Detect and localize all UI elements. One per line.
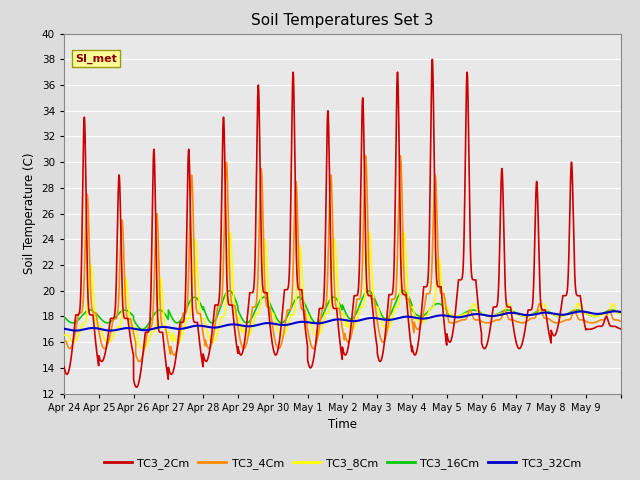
TC3_8Cm <box>175 338 183 344</box>
TC3_4Cm <box>362 153 369 158</box>
TC3_32Cm <box>364 316 371 322</box>
Line: TC3_16Cm: TC3_16Cm <box>64 291 621 329</box>
TC3_16Cm <box>523 313 531 319</box>
TC3_2Cm <box>617 326 625 332</box>
TC3_2Cm <box>428 57 436 62</box>
TC3_32Cm <box>175 326 183 332</box>
Line: TC3_8Cm: TC3_8Cm <box>64 233 621 348</box>
TC3_32Cm <box>523 312 531 318</box>
Legend: TC3_2Cm, TC3_4Cm, TC3_8Cm, TC3_16Cm, TC3_32Cm: TC3_2Cm, TC3_4Cm, TC3_8Cm, TC3_16Cm, TC3… <box>99 453 586 473</box>
TC3_4Cm <box>60 338 68 344</box>
X-axis label: Time: Time <box>328 418 357 431</box>
TC3_2Cm <box>175 324 183 330</box>
TC3_4Cm <box>175 335 183 340</box>
TC3_32Cm <box>495 312 503 318</box>
TC3_4Cm <box>617 318 625 324</box>
TC3_32Cm <box>537 310 545 316</box>
TC3_2Cm <box>495 263 503 268</box>
TC3_8Cm <box>537 305 545 311</box>
TC3_4Cm <box>136 359 143 364</box>
TC3_4Cm <box>523 319 531 324</box>
TC3_32Cm <box>611 309 619 314</box>
Text: SI_met: SI_met <box>75 53 117 64</box>
TC3_32Cm <box>72 328 79 334</box>
TC3_8Cm <box>226 230 234 236</box>
TC3_2Cm <box>523 317 531 323</box>
TC3_16Cm <box>175 319 183 324</box>
Y-axis label: Soil Temperature (C): Soil Temperature (C) <box>23 153 36 275</box>
TC3_16Cm <box>537 307 545 313</box>
TC3_8Cm <box>495 311 503 317</box>
TC3_8Cm <box>617 311 625 316</box>
TC3_32Cm <box>60 326 68 332</box>
TC3_4Cm <box>537 304 545 310</box>
TC3_2Cm <box>537 302 545 308</box>
TC3_8Cm <box>393 304 401 310</box>
TC3_2Cm <box>364 287 371 292</box>
Line: TC3_2Cm: TC3_2Cm <box>64 60 621 387</box>
TC3_16Cm <box>393 296 401 302</box>
Line: TC3_4Cm: TC3_4Cm <box>64 156 621 361</box>
Title: Soil Temperatures Set 3: Soil Temperatures Set 3 <box>251 13 434 28</box>
TC3_8Cm <box>364 255 371 261</box>
TC3_16Cm <box>60 313 68 319</box>
TC3_8Cm <box>523 313 531 319</box>
TC3_4Cm <box>495 317 503 323</box>
TC3_2Cm <box>132 384 140 390</box>
TC3_32Cm <box>393 315 401 321</box>
TC3_2Cm <box>60 363 68 369</box>
TC3_16Cm <box>225 288 233 294</box>
TC3_16Cm <box>138 326 146 332</box>
TC3_8Cm <box>139 346 147 351</box>
Line: TC3_32Cm: TC3_32Cm <box>64 312 621 331</box>
TC3_16Cm <box>495 310 503 316</box>
TC3_16Cm <box>617 310 625 316</box>
TC3_4Cm <box>393 267 401 273</box>
TC3_32Cm <box>617 309 625 315</box>
TC3_2Cm <box>393 82 401 88</box>
TC3_8Cm <box>60 332 68 338</box>
TC3_16Cm <box>364 288 371 294</box>
TC3_4Cm <box>364 193 371 199</box>
